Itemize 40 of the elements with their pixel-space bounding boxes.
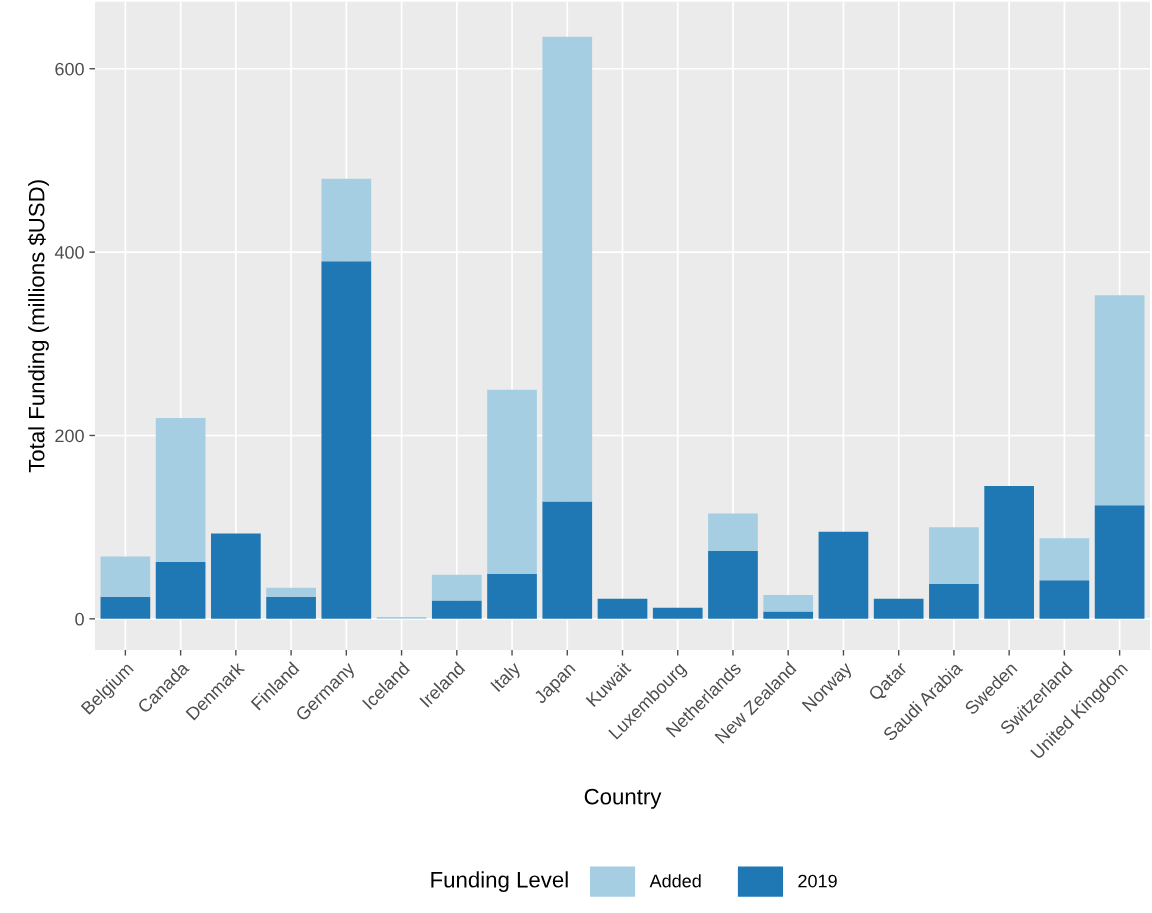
- legend-title: Funding Level: [431, 871, 568, 892]
- bar: [431, 600, 482, 619]
- bar: [763, 611, 814, 619]
- bar: [929, 583, 979, 619]
- bar: [542, 36, 593, 502]
- legend-label: 2019: [798, 874, 837, 888]
- bar: [487, 389, 537, 574]
- bar: [266, 587, 316, 597]
- bar: [155, 561, 206, 619]
- y-tick-label: 400: [54, 246, 84, 259]
- bar: [929, 527, 979, 584]
- bar: [763, 594, 814, 612]
- legend-label: Added: [649, 874, 701, 888]
- bar: [321, 178, 372, 262]
- bar: [873, 598, 924, 619]
- y-tick-label: 0: [75, 612, 84, 626]
- x-tick-label: Italy: [489, 660, 524, 695]
- bar: [100, 596, 151, 619]
- y-tick-label: 600: [55, 62, 84, 76]
- bar: [321, 261, 372, 619]
- x-axis-title: Country: [584, 788, 662, 809]
- bar: [266, 596, 316, 619]
- bar: [818, 531, 869, 619]
- bar: [1039, 538, 1090, 581]
- bar: [100, 556, 151, 597]
- bar: [155, 418, 206, 562]
- bar: [1094, 295, 1145, 506]
- y-axis-title: Total Funding (millions $USD): [27, 180, 49, 473]
- bar: [597, 598, 648, 619]
- bar: [1039, 580, 1090, 619]
- bar: [431, 574, 482, 601]
- bar: [487, 573, 537, 619]
- bar: [708, 513, 758, 551]
- bar: [652, 607, 703, 619]
- y-tick-label: 200: [55, 429, 84, 443]
- bar: [708, 550, 758, 619]
- bar: [542, 501, 593, 619]
- bar: [1094, 505, 1145, 619]
- bar: [984, 485, 1035, 619]
- bar: [210, 533, 261, 619]
